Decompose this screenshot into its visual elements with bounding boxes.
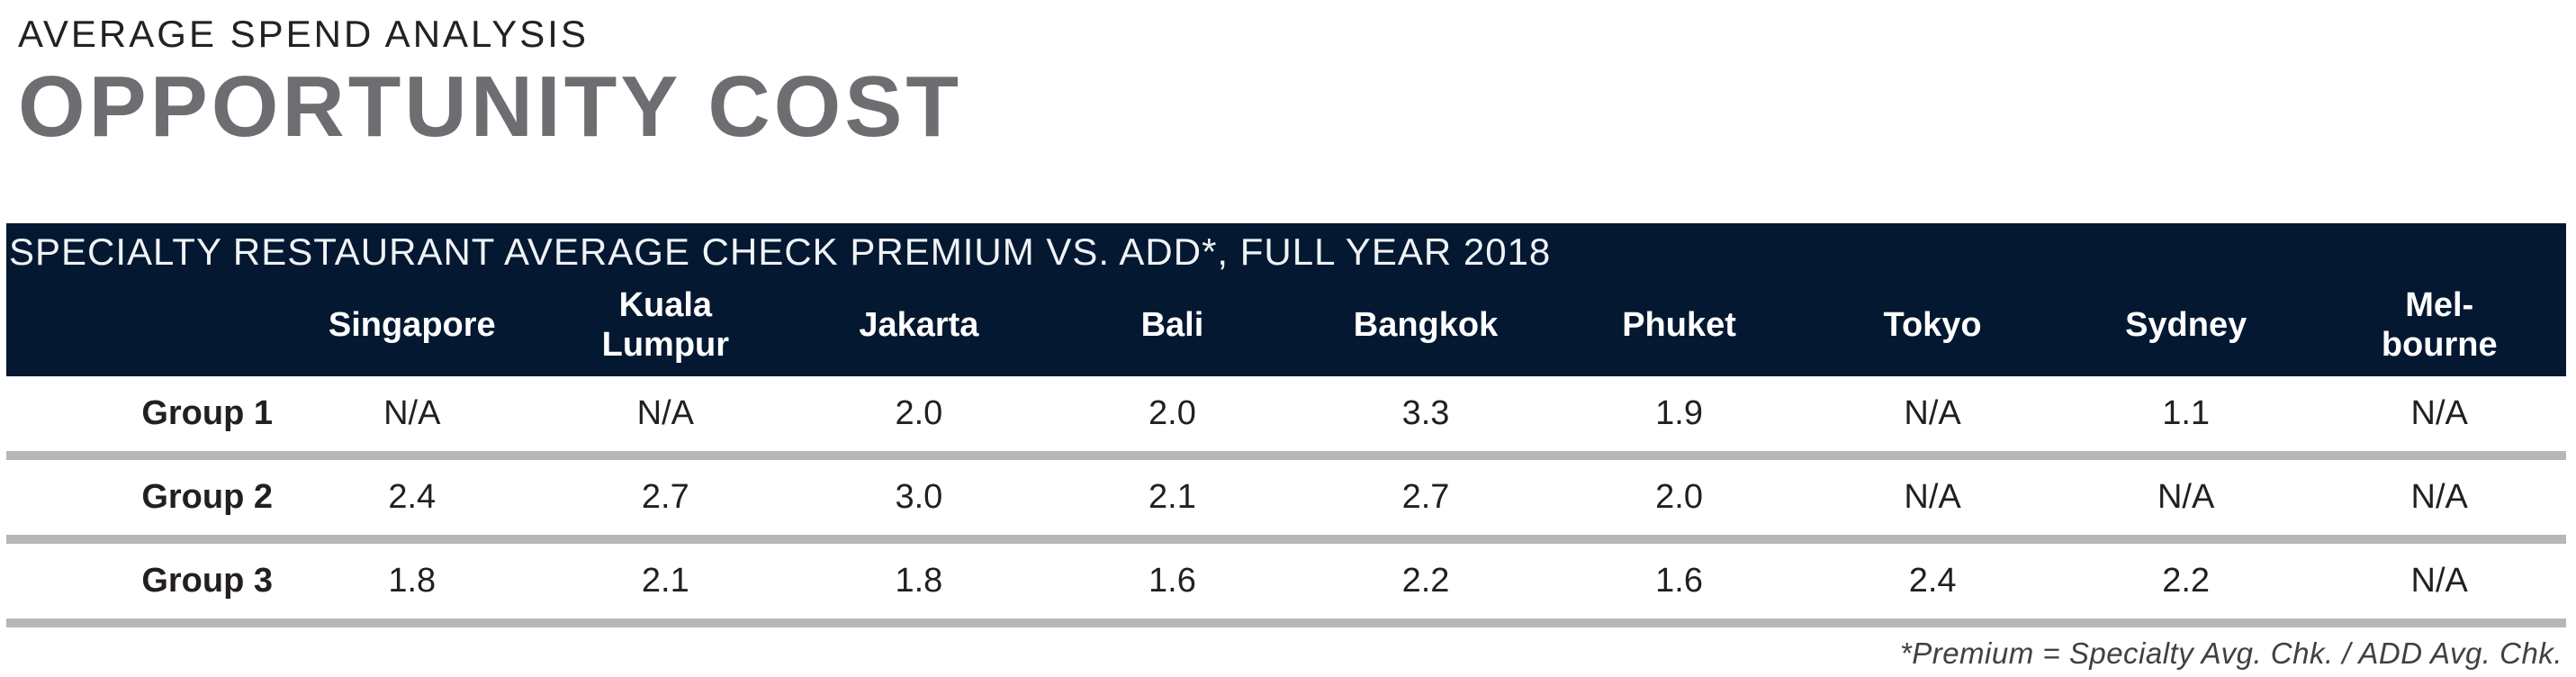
column-header-sydney: Sydney	[2125, 306, 2247, 344]
table-cell: 1.9	[1655, 394, 1703, 432]
table-cell: 1.1	[2162, 394, 2211, 432]
table-row-group-1: Group 1 N/A N/A 2.0 2.0 3.3 1.9 N/A 1.1 …	[6, 376, 2566, 460]
page-title: OPPORTUNITY COST	[18, 59, 962, 155]
table-cell: 1.6	[1655, 562, 1703, 600]
table-cell: 2.4	[1908, 562, 1957, 600]
table-cell: 2.4	[388, 478, 437, 516]
table-cell: 2.0	[1148, 394, 1196, 432]
table-cell: 2.1	[641, 562, 689, 600]
table-cell: 1.8	[895, 562, 943, 600]
report-eyebrow: AVERAGE SPEND ANALYSIS	[18, 13, 589, 55]
table-footnote: *Premium = Specialty Avg. Chk. / ADD Avg…	[1899, 636, 2562, 670]
column-header-phuket: Phuket	[1622, 306, 1736, 344]
table-cell: N/A	[2410, 394, 2468, 432]
table-cell: N/A	[636, 394, 694, 432]
column-header-kuala-lumpur: Kuala Lumpur	[601, 286, 730, 364]
table-cell: 3.0	[895, 478, 943, 516]
table-cell: 2.7	[641, 478, 689, 516]
table-cell: N/A	[1904, 394, 1961, 432]
table-cell: 2.0	[1655, 478, 1703, 516]
premium-table: SPECIALTY RESTAURANT AVERAGE CHECK PREMI…	[6, 223, 2566, 671]
table-cell: 3.3	[1401, 394, 1450, 432]
column-header-jakarta: Jakarta	[859, 306, 979, 344]
column-header-bali: Bali	[1140, 306, 1204, 344]
row-label: Group 1	[141, 394, 273, 432]
table-row-group-3: Group 3 1.8 2.1 1.8 1.6 2.2 1.6 2.4 2.2 …	[6, 544, 2566, 627]
report-header: AVERAGE SPEND ANALYSIS OPPORTUNITY COST	[0, 0, 2576, 155]
row-label: Group 3	[141, 562, 273, 600]
table-cell: N/A	[2410, 562, 2468, 600]
table-cell: 1.8	[388, 562, 437, 600]
table-header-band: SPECIALTY RESTAURANT AVERAGE CHECK PREMI…	[6, 223, 2566, 376]
table-cell: N/A	[2410, 478, 2468, 516]
table-cell: 2.2	[1401, 562, 1450, 600]
table-cell: 2.0	[895, 394, 943, 432]
column-header-tokyo: Tokyo	[1883, 306, 1982, 344]
column-header-melbourne: Mel- bourne	[2381, 286, 2498, 364]
row-label: Group 2	[141, 478, 273, 516]
table-cell: N/A	[1904, 478, 1961, 516]
table-cell: N/A	[383, 394, 441, 432]
table-cell: 1.6	[1148, 562, 1196, 600]
table-cell: N/A	[2157, 478, 2215, 516]
column-header-row: Singapore Kuala Lumpur Jakarta Bali Bang…	[6, 274, 2566, 376]
table-cell: 2.1	[1148, 478, 1196, 516]
column-header-singapore: Singapore	[328, 306, 496, 344]
column-header-bangkok: Bangkok	[1353, 306, 1499, 344]
table-cell: 2.2	[2162, 562, 2211, 600]
table-cell: 2.7	[1401, 478, 1450, 516]
table-row-group-2: Group 2 2.4 2.7 3.0 2.1 2.7 2.0 N/A N/A …	[6, 460, 2566, 544]
table-caption: SPECIALTY RESTAURANT AVERAGE CHECK PREMI…	[9, 230, 1552, 273]
